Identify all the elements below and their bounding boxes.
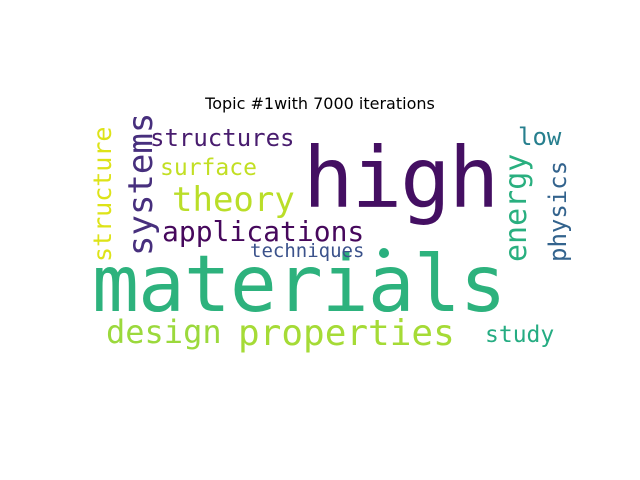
word-techniques: techniques: [250, 240, 365, 262]
word-structures: structures: [150, 124, 295, 152]
word-physics: physics: [544, 160, 572, 262]
period-dot: [379, 248, 389, 258]
word-structure: structure: [88, 126, 117, 262]
word-theory: theory: [172, 180, 295, 220]
word-study: study: [485, 322, 555, 348]
word-high: high: [303, 129, 499, 227]
word-energy: energy: [499, 153, 534, 262]
word-design: design: [106, 313, 222, 351]
word-applications: applications: [162, 215, 365, 248]
word-properties: properties: [238, 313, 455, 354]
chart-title: Topic #1with 7000 iterations: [205, 94, 435, 113]
word-systems: systems: [121, 112, 161, 256]
word-surface: surface: [160, 155, 257, 181]
word-low: low: [518, 123, 562, 151]
word-materials: materials: [92, 240, 507, 330]
